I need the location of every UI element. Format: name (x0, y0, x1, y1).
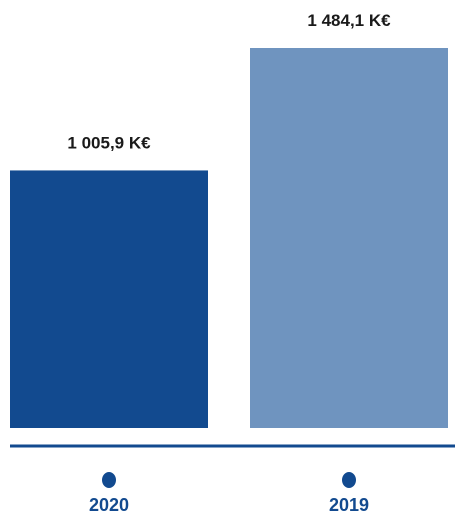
category-label-2020: 2020 (89, 495, 129, 515)
category-label-2019: 2019 (329, 495, 369, 515)
category-marker-2020 (102, 472, 116, 488)
x-axis-line (10, 444, 455, 448)
value-label-2019: 1 484,1 K€ (307, 11, 391, 30)
value-label-2020: 1 005,9 K€ (67, 133, 151, 152)
bar-2020 (10, 170, 208, 428)
bar-2019 (250, 48, 448, 428)
category-marker-2019 (342, 472, 356, 488)
